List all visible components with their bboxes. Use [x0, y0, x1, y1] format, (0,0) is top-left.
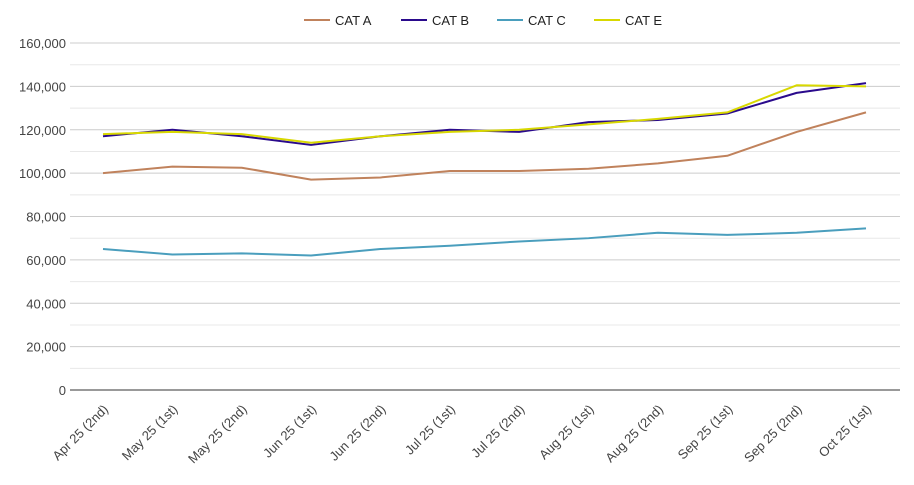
- legend-item: CAT E: [594, 13, 662, 28]
- x-tick-label: Jul 25 (2nd): [468, 402, 527, 461]
- x-tick-label: Sep 25 (1st): [675, 402, 736, 463]
- legend-item: CAT A: [304, 13, 372, 28]
- series-line-cat-e: [102, 84, 867, 144]
- x-tick-label: Apr 25 (2nd): [49, 402, 111, 464]
- x-tick-label: May 25 (2nd): [185, 402, 250, 467]
- y-tick-label: 60,000: [26, 253, 66, 268]
- y-tick-label: 20,000: [26, 340, 66, 355]
- y-tick-label: 80,000: [26, 210, 66, 225]
- legend-item: CAT B: [401, 13, 469, 28]
- x-tick-label: Sep 25 (2nd): [741, 402, 805, 466]
- legend-label: CAT C: [528, 13, 566, 28]
- y-axis: 0 20,000 40,000 60,000 80,000 100,000 120,000 1…: [19, 36, 66, 398]
- series-line-cat-a: [102, 111, 867, 181]
- x-tick-label: Jul 25 (1st): [402, 402, 458, 458]
- x-tick-label: Jun 25 (1st): [260, 402, 319, 461]
- y-tick-label: 120,000: [19, 123, 66, 138]
- legend-item: CAT C: [497, 13, 566, 28]
- legend-label: CAT B: [432, 13, 469, 28]
- series-line-cat-c: [102, 227, 867, 257]
- x-tick-label: Oct 25 (1st): [815, 402, 874, 461]
- series-line-cat-b: [102, 82, 867, 146]
- y-tick-label: 160,000: [19, 36, 66, 51]
- series-lines: [102, 82, 867, 257]
- x-axis: Apr 25 (2nd) May 25 (1st) May 25 (2nd) Jun …: [49, 402, 874, 467]
- y-tick-label: 100,000: [19, 166, 66, 181]
- legend-label: CAT E: [625, 13, 662, 28]
- x-tick-label: Jun 25 (2nd): [326, 402, 388, 464]
- y-tick-label: 140,000: [19, 79, 66, 94]
- x-tick-label: May 25 (1st): [119, 402, 181, 464]
- legend: CAT A CAT B CAT C CAT E: [304, 13, 662, 28]
- y-tick-label: 40,000: [26, 296, 66, 311]
- y-tick-label: 0: [59, 383, 66, 398]
- x-tick-label: Aug 25 (1st): [536, 402, 597, 463]
- legend-label: CAT A: [335, 13, 372, 28]
- gridlines: [70, 42, 900, 391]
- x-tick-label: Aug 25 (2nd): [602, 402, 666, 466]
